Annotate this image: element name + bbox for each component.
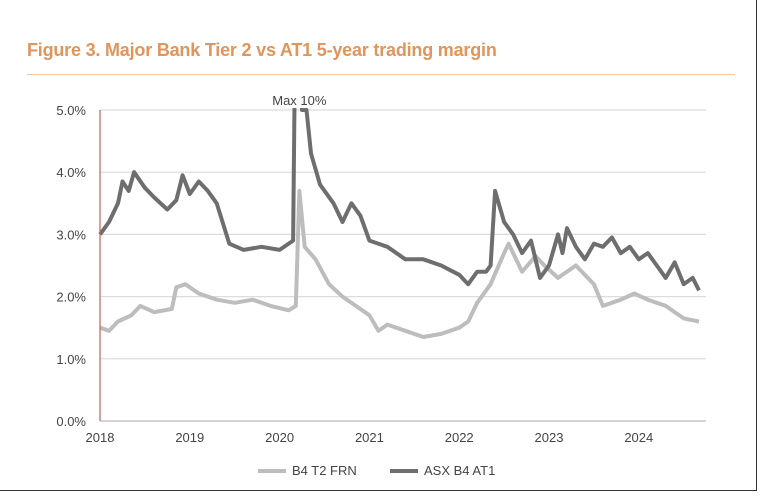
legend-label-at1: ASX B4 AT1 (424, 463, 496, 478)
chart-frame (0, 0, 757, 491)
y-tick-label: 3.0% (56, 227, 86, 242)
y-tick-label: 4.0% (56, 165, 86, 180)
series-line-t2 (99, 188, 700, 339)
title-divider (27, 74, 735, 75)
x-tick-label: 2022 (445, 430, 474, 445)
x-tick-label: 2020 (265, 430, 294, 445)
max-annotation: Max 10% (272, 93, 327, 108)
x-tick-label: 2021 (355, 430, 384, 445)
chart-title: Figure 3. Major Bank Tier 2 vs AT1 5-yea… (27, 40, 497, 60)
x-tick-label: 2018 (86, 430, 115, 445)
y-tick-label: 2.0% (56, 290, 86, 305)
legend-label-t2: B4 T2 FRN (292, 463, 357, 478)
x-tick-label: 2023 (535, 430, 564, 445)
y-tick-label: 0.0% (56, 414, 86, 429)
y-tick-label: 5.0% (56, 103, 86, 118)
x-tick-label: 2019 (175, 430, 204, 445)
x-tick-label: 2024 (624, 430, 653, 445)
legend-swatch-t2 (258, 468, 286, 473)
y-tick-label: 1.0% (56, 352, 86, 367)
legend-item-t2: B4 T2 FRN (258, 463, 357, 478)
series-line-at1 (98, 108, 701, 292)
legend-swatch-at1 (390, 468, 418, 473)
legend-item-at1: ASX B4 AT1 (390, 463, 495, 478)
